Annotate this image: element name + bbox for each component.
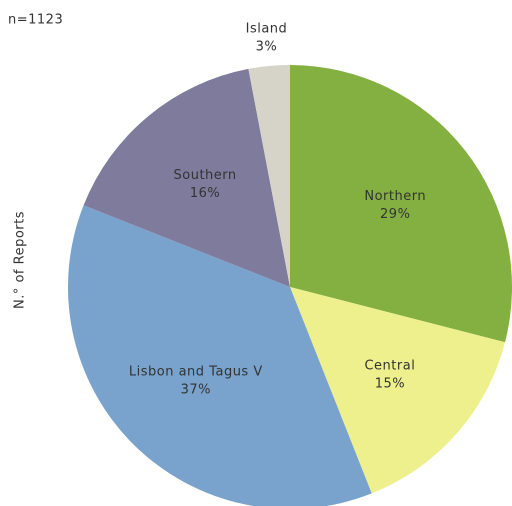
- slice-label: Lisbon and Tagus V: [129, 365, 263, 380]
- pie-slice: [290, 65, 512, 343]
- slice-value-label: 15%: [375, 377, 405, 392]
- pie-slice: [68, 205, 372, 506]
- slice-value-label: 29%: [380, 207, 410, 222]
- y-axis-label: N.° of Reports: [13, 211, 28, 309]
- slice-label: Southern: [174, 168, 237, 183]
- pie-slice: [290, 287, 506, 494]
- slice-label: Northern: [364, 189, 426, 204]
- slice-value-label: 37%: [181, 383, 211, 398]
- annotation: n=1123: [8, 13, 63, 28]
- slice-value-label: 3%: [256, 40, 278, 55]
- slice-label: Central: [364, 359, 415, 374]
- pie-slice: [83, 68, 290, 288]
- slice-value-label: 16%: [190, 186, 220, 201]
- slice-label: Island: [246, 22, 288, 37]
- pie-slice: [248, 65, 290, 287]
